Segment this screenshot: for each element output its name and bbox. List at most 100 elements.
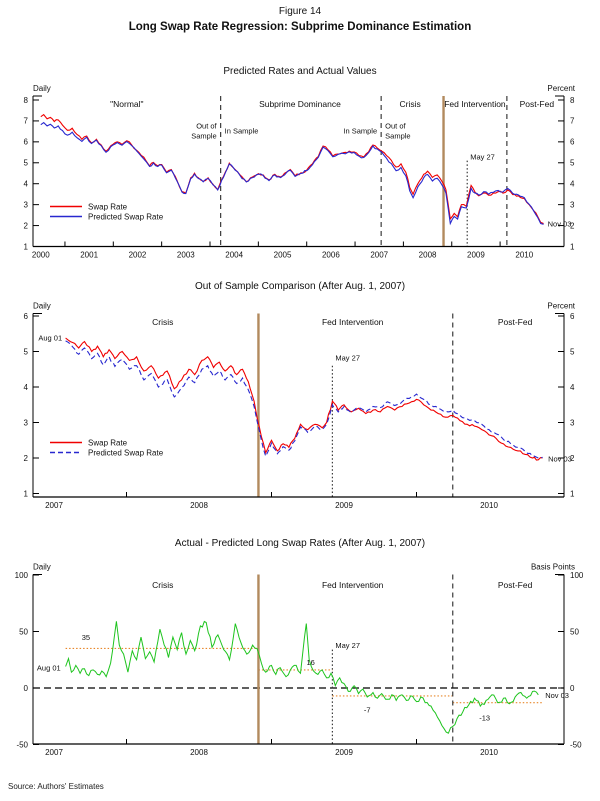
y-tick-label-right: 1 (570, 489, 575, 498)
series-swap-rate (65, 337, 543, 461)
region-label: Crisis (152, 580, 173, 590)
y-tick-label-right: 6 (570, 312, 575, 321)
y-tick-label-left: 7 (24, 117, 29, 126)
x-year-label: 2000 (32, 251, 50, 260)
y-tick-label-left: 2 (24, 454, 29, 463)
source-note: Source: Authors' Estimates (8, 782, 104, 791)
annotation-label: Sample (191, 132, 216, 141)
y-tick-label-right: 2 (570, 221, 575, 230)
annotation-label: Nov 03 (545, 691, 569, 700)
annotation-label: 35 (82, 633, 90, 642)
legend-label: Predicted Swap Rate (88, 449, 164, 458)
x-year-label: 2007 (45, 501, 63, 510)
y-tick-label-right: 5 (570, 159, 575, 168)
x-year-label: 2001 (80, 251, 98, 260)
axis-unit-label: Percent (547, 302, 575, 311)
x-year-label: 2003 (177, 251, 195, 260)
legend-label: Swap Rate (88, 203, 128, 212)
y-tick-label-left: 5 (24, 347, 29, 356)
chart1-title: Predicted Rates and Actual Values (223, 66, 377, 77)
annotation-label: Nov 03 (548, 219, 572, 228)
y-tick-label-left: 6 (24, 312, 29, 321)
chart3-title: Actual - Predicted Long Swap Rates (Afte… (174, 538, 426, 549)
y-tick-label-left: 5 (24, 159, 29, 168)
chart-2-plot: 1 1 2 2 3 3 4 4 5 5 6 6 2007 2008 2009 2010 Daily Percent… (24, 302, 576, 511)
annotation-label: 16 (306, 658, 314, 667)
series-predicted-swap-rate (65, 340, 543, 459)
figure-title: Long Swap Rate Regression: Subprime Domi… (128, 21, 472, 33)
annotation-label: May 27 (470, 153, 495, 162)
y-tick-label-left: 4 (24, 383, 29, 392)
annotation-label: -7 (364, 705, 371, 714)
x-year-label: 2007 (370, 251, 388, 260)
y-tick-label-left: 3 (24, 200, 29, 209)
region-label: Fed Intervention (444, 99, 506, 109)
region-label: Post-Fed (520, 99, 555, 109)
region-label: Fed Intervention (322, 317, 384, 327)
region-label: Fed Intervention (322, 580, 384, 590)
y-tick-label-left: 4 (24, 180, 29, 189)
annotation-label: May 27 (335, 641, 360, 650)
series-actual-predicted (65, 620, 539, 734)
x-year-label: 2010 (480, 501, 498, 510)
y-tick-label-left: 50 (19, 627, 28, 636)
y-tick-label-right: 100 (570, 571, 584, 580)
region-label: Subprime Dominance (259, 99, 341, 109)
x-year-label: 2004 (225, 251, 243, 260)
region-label: "Normal" (110, 99, 143, 109)
x-year-label: 2005 (274, 251, 292, 260)
figure-number: Figure 14 (278, 6, 322, 17)
y-tick-label-right: 1 (570, 242, 575, 251)
y-tick-label-left: 100 (15, 571, 29, 580)
region-label: Post-Fed (498, 580, 533, 590)
annotation-label: Sample (385, 132, 410, 141)
y-tick-label-left: 1 (24, 489, 29, 498)
annotation-label: In Sample (343, 126, 377, 135)
y-tick-label-left: 8 (24, 96, 29, 105)
x-year-label: 2010 (515, 251, 533, 260)
x-year-label: 2009 (467, 251, 485, 260)
axis-frequency-label: Daily (33, 302, 51, 311)
y-tick-label-left: 1 (24, 242, 29, 251)
x-year-label: 2008 (190, 501, 208, 510)
annotation-label: Aug 01 (37, 664, 61, 673)
annotation-label: In Sample (225, 126, 259, 135)
y-tick-label-right: 50 (570, 627, 579, 636)
axis-frequency-label: Daily (33, 563, 51, 572)
y-tick-label-right: 3 (570, 418, 575, 427)
y-tick-label-right: 3 (570, 200, 575, 209)
annotation-label: Out of (385, 122, 406, 131)
axis-unit-label: Basis Points (531, 563, 575, 572)
y-tick-label-right: 6 (570, 138, 575, 147)
y-tick-label-right: 2 (570, 454, 575, 463)
y-tick-label-right: -50 (570, 740, 582, 749)
annotation-label: Out of (196, 122, 217, 131)
x-year-label: 2008 (190, 748, 208, 757)
x-year-label: 2008 (419, 251, 437, 260)
chart-3-plot: -50 -50 0 0 50 50 100 100 2007 2008 2009 2010 Daily B… (15, 563, 584, 758)
y-tick-label-right: 7 (570, 117, 575, 126)
series-predicted-swap-rate (40, 121, 544, 226)
y-tick-label-left: 6 (24, 138, 29, 147)
y-tick-label-left: 2 (24, 221, 29, 230)
y-tick-label-right: 4 (570, 180, 575, 189)
legend-label: Predicted Swap Rate (88, 213, 164, 222)
x-year-label: 2009 (335, 501, 353, 510)
chart-1-plot: 1 1 2 2 3 3 4 4 5 5 6 6 7 7 8 8 2000 2001 2002 2003 2004 2005… (24, 84, 576, 260)
legend-label: Swap Rate (88, 439, 128, 448)
y-tick-label-right: 4 (570, 383, 575, 392)
region-label: Crisis (400, 99, 421, 109)
axis-frequency-label: Daily (33, 84, 51, 93)
annotation-label: May 27 (335, 354, 360, 363)
y-tick-label-left: -50 (16, 740, 28, 749)
y-tick-label-left: 0 (24, 684, 29, 693)
chart2-title: Out of Sample Comparison (After Aug. 1, … (194, 281, 406, 292)
y-tick-label-right: 8 (570, 96, 575, 105)
annotation-label: Aug 01 (38, 333, 62, 342)
x-year-label: 2007 (45, 748, 63, 757)
y-tick-label-right: 0 (570, 684, 575, 693)
x-year-label: 2009 (335, 748, 353, 757)
region-label: Post-Fed (498, 317, 533, 327)
